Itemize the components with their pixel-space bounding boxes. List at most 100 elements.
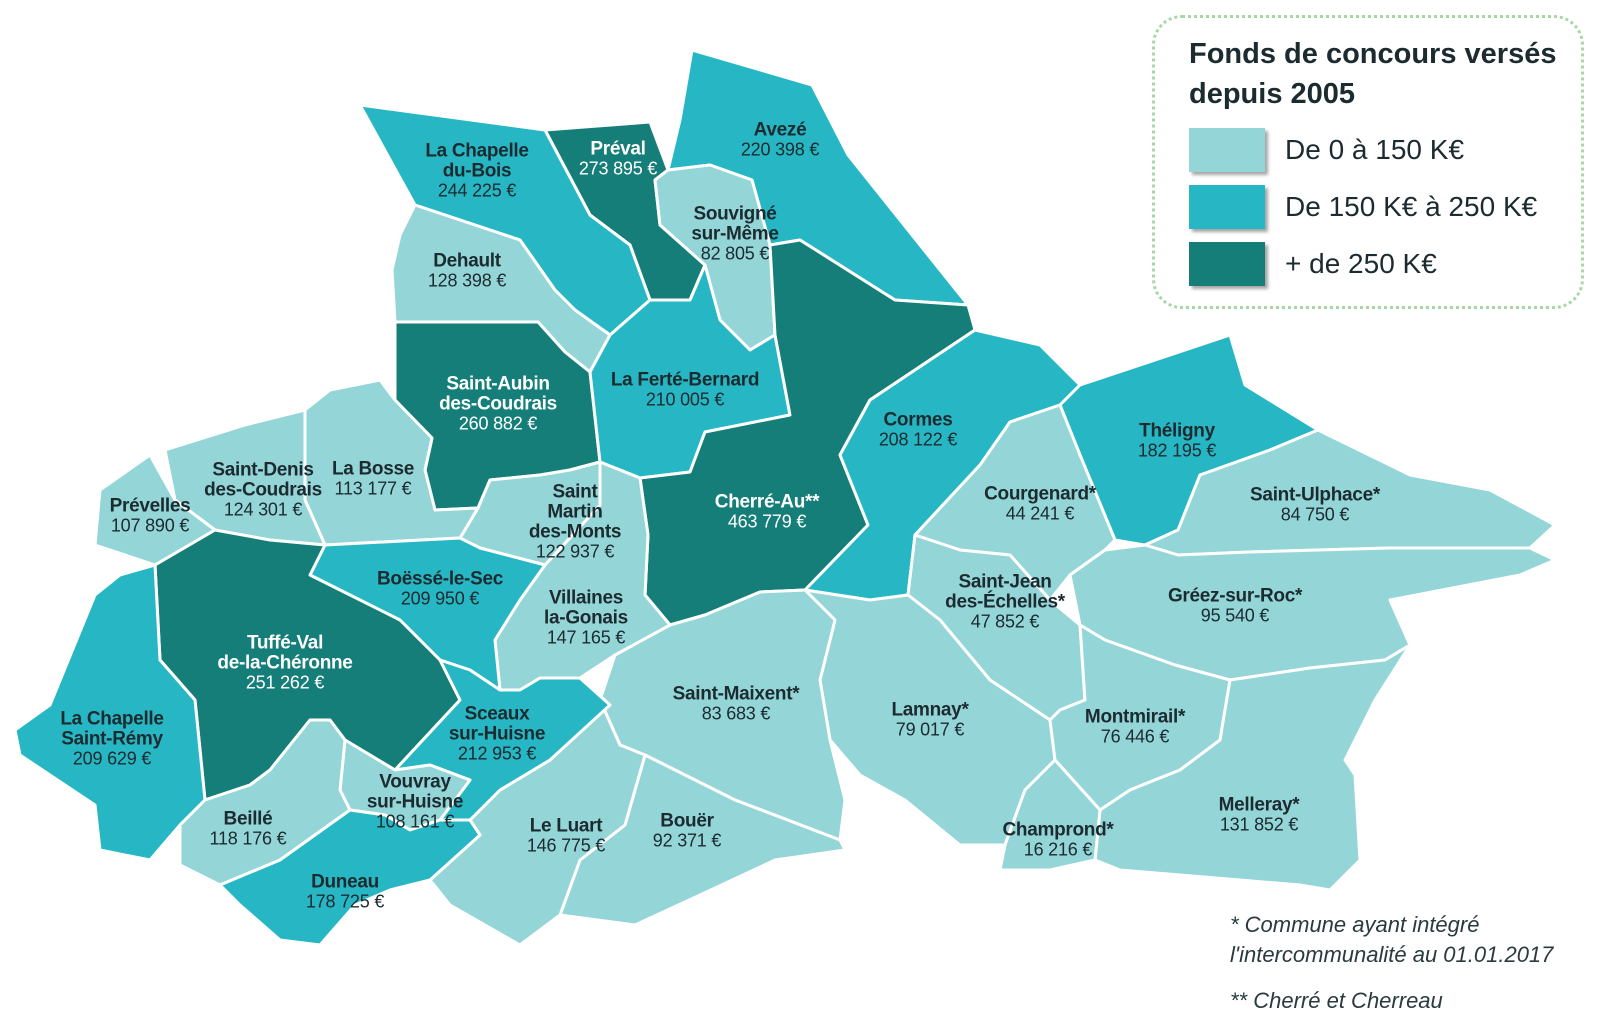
legend-label-high: + de 250 K€ [1285,248,1437,279]
commune-name: La Ferté-Bernard [610,369,760,391]
commune-name: Champrond* [1002,819,1114,841]
commune-name-line1: La Chapelle [425,140,529,162]
region-melleray[interactable] [1093,643,1412,892]
commune-name: Lamnay* [891,699,969,721]
commune-amount: 212 953 € [457,743,537,764]
commune-amount: 128 398 € [427,270,507,291]
commune-name: Cormes [883,409,953,431]
commune-label-bouer: Bouër 92 371 € [652,810,722,851]
commune-amount: 209 629 € [72,748,152,769]
commune-label-montmirail: Montmirail* 76 446 € [1084,706,1186,747]
commune-name-line2: des-Échelles* [945,591,1065,613]
region-beille[interactable] [178,718,352,887]
commune-label-champrond: Champrond* 16 216 € [1002,819,1114,860]
commune-name: Prévelles [109,495,191,517]
commune-name: Beillé [223,808,273,830]
commune-label-duneau: Duneau 178 725 € [305,871,385,912]
commune-label-le-luart: Le Luart 146 775 € [526,815,606,856]
commune-name: Dehault [433,250,501,272]
commune-label-boesse-le-sec: Boëssé-le-Sec 209 950 € [376,568,504,609]
commune-name-line1: La Chapelle [60,708,164,730]
legend-title: Fonds de concours versés depuis 2005 [1189,34,1579,114]
commune-name-line2: Martin [547,501,603,523]
commune-label-la-ferte-bernard: La Ferté-Bernard 210 005 € [610,369,760,410]
legend-item-mid: De 150 K€ à 250 K€ [1189,185,1579,229]
commune-amount: 210 005 € [645,389,725,410]
commune-label-prevelles: Prévelles 107 890 € [109,495,191,536]
commune-name: Le Luart [529,815,603,837]
commune-amount: 273 895 € [578,158,658,179]
commune-label-cormes: Cormes 208 122 € [879,409,957,450]
commune-label-la-bosse: La Bosse 113 177 € [331,458,415,499]
commune-name: Préval [590,138,646,160]
footnote-1-line1: * Commune ayant intégré [1230,912,1480,937]
commune-label-saint-denis-des-coudrais: Saint-Denis des-Coudrais 124 301 € [204,459,322,520]
commune-name: Cherré-Au** [714,491,820,513]
commune-label-dehault: Dehault 128 398 € [427,250,507,291]
commune-name: Avezé [753,119,807,141]
commune-name-line2: du-Bois [442,160,512,182]
commune-label-sceaux-sur-huisne: Sceaux sur-Huisne 212 953 € [448,704,546,764]
region-champrond[interactable] [998,758,1102,872]
commune-label-beille: Beillé 118 176 € [209,808,287,849]
commune-name: La Bosse [331,458,415,480]
commune-name: Melleray* [1218,794,1300,816]
legend-swatch-low [1189,128,1265,172]
commune-amount: 124 301 € [223,499,303,520]
commune-name: Saint-Maixent* [672,683,800,705]
commune-amount: 107 890 € [110,515,190,536]
footnote-1-line2: l'intercommunalité au 01.01.2017 [1230,942,1554,967]
commune-amount: 260 882 € [458,413,538,434]
commune-label-villaines-la-gonais: Villaines la-Gonais 147 165 € [544,587,628,648]
commune-amount: 209 950 € [400,588,480,609]
commune-label-theligny: Théligny 182 195 € [1137,420,1217,461]
legend-title-line1: Fonds de concours versés [1189,38,1557,70]
region-la-chapelle-saint-remy[interactable] [13,563,207,862]
commune-amount: 16 216 € [1023,839,1093,860]
commune-amount: 95 540 € [1200,605,1270,626]
commune-amount: 178 725 € [305,891,385,912]
commune-name: Boëssé-le-Sec [376,568,504,590]
commune-name-line1: Tuffé-Val [246,632,324,654]
commune-name-line2: la-Gonais [544,607,628,629]
legend-box: Fonds de concours versés depuis 2005 De … [1152,15,1584,309]
commune-label-saint-aubin-des-coudrais: Saint-Aubin des-Coudrais 260 882 € [439,373,557,434]
commune-name-line2: des-Coudrais [204,479,322,501]
commune-name: Saint-Ulphace* [1250,484,1380,506]
commune-label-saint-martin-des-monts: Saint Martin des-Monts 122 937 € [528,482,622,562]
commune-name-line2: de-la-Chéronne [217,652,353,674]
commune-name-line3: des-Monts [528,521,622,543]
legend-title-line2: depuis 2005 [1189,78,1356,111]
commune-name: Duneau [311,871,379,893]
commune-label-la-chapelle-du-bois: La Chapelle du-Bois 244 225 € [425,140,529,201]
legend-label-mid: De 150 K€ à 250 K€ [1285,191,1538,222]
commune-amount: 84 750 € [1280,504,1350,525]
commune-amount: 47 852 € [970,611,1040,632]
legend-item-low: De 0 à 150 K€ [1189,128,1579,172]
commune-amount: 146 775 € [526,835,606,856]
commune-amount: 113 177 € [334,478,412,499]
commune-amount: 118 176 € [209,828,287,849]
commune-amount: 83 683 € [701,703,771,724]
commune-amount: 82 805 € [700,243,770,264]
commune-name-line1: Saint-Jean [958,571,1052,593]
commune-amount: 463 779 € [727,511,807,532]
commune-label-greez-sur-roc: Gréez-sur-Roc* 95 540 € [1168,586,1302,626]
commune-amount: 182 195 € [1137,440,1217,461]
legend-label-low: De 0 à 150 K€ [1285,134,1465,165]
commune-name: Courgenard* [984,483,1096,505]
commune-name: Bouër [660,810,714,832]
commune-amount: 92 371 € [652,830,722,851]
region-duneau[interactable] [218,808,482,947]
commune-name-line1: Saint-Denis [212,459,314,481]
commune-label-souvigne-sur-meme: Souvigné sur-Même 82 805 € [691,204,779,264]
commune-name-line1: Villaines [548,587,624,609]
commune-name-line2: sur-Huisne [448,723,546,745]
commune-name: Théligny [1139,420,1215,442]
commune-amount: 122 937 € [535,541,615,562]
commune-label-aveze: Avezé 220 398 € [741,119,819,160]
commune-name: Montmirail* [1084,706,1186,728]
footnote-2: ** Cherré et Cherreau [1230,988,1443,1013]
commune-name-line1: Saint-Aubin [446,373,550,395]
